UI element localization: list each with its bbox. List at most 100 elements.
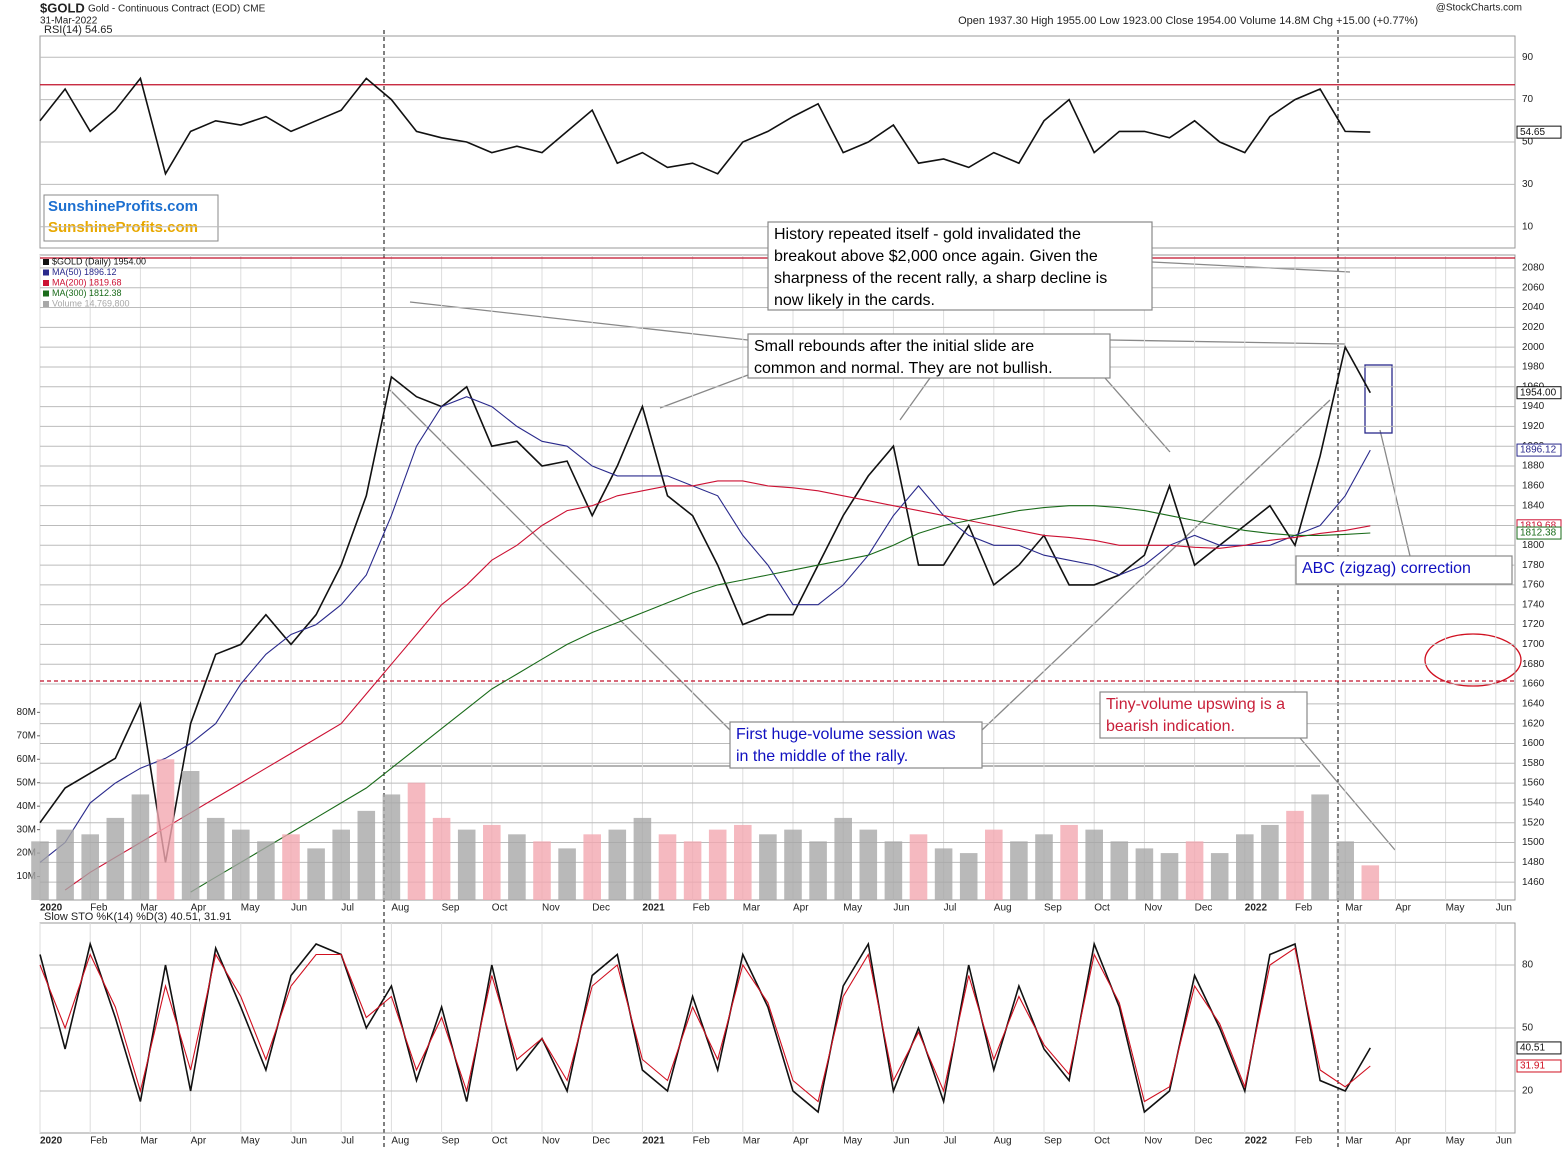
y-tick-label: 1520 [1522, 817, 1545, 828]
annotation-text: Tiny-volume upswing is a [1106, 696, 1285, 713]
x-tick-label: Mar [140, 903, 158, 914]
y-tick-label: 1680 [1522, 659, 1545, 670]
legend-swatch [43, 301, 49, 307]
panel-title: Slow STO %K(14) %D(3) 40.51, 31.91 [44, 911, 232, 923]
volume-bar [859, 829, 878, 900]
logo-box [43, 194, 219, 242]
value-tag-label: 1896.12 [1520, 445, 1557, 456]
y2-tick-label: 10M [17, 871, 36, 882]
legend-label: MA(50) 1896.12 [52, 267, 117, 277]
annotation-box [747, 333, 1111, 379]
y-tick-label: 1780 [1522, 560, 1545, 571]
volume-bar [734, 824, 752, 900]
volume-bar [1110, 841, 1129, 900]
x-tick-label: Mar [743, 903, 761, 914]
volume-bar [1210, 853, 1229, 900]
volume-bar [1010, 841, 1028, 900]
annotation-text: Small rebounds after the initial slide a… [754, 338, 1034, 355]
x-tick-label: Jul [944, 1136, 957, 1147]
volume-bar [1361, 865, 1380, 900]
x-tick-label: Feb [90, 903, 108, 914]
instrument-name: Gold - Continuous Contract (EOD) CME [88, 4, 266, 15]
x-tick-label: Apr [191, 903, 207, 914]
price-stats: Open 1937.30 High 1955.00 Low 1923.00 Cl… [958, 15, 1418, 27]
annotation-text: common and normal. They are not bullish. [754, 360, 1053, 377]
y-tick-label: 2060 [1522, 282, 1545, 293]
leader [1299, 737, 1396, 851]
x-tick-label: Oct [492, 1136, 508, 1147]
x-tick-label: May [843, 1136, 862, 1147]
value-tag-label: 31.91 [1520, 1061, 1545, 1072]
volume-bar [483, 824, 501, 900]
leader [1104, 377, 1171, 453]
volume-bar [934, 848, 953, 900]
logo-text: SunshineProfits.com [48, 219, 198, 236]
volume-bar [432, 817, 451, 900]
y2-tick-label: 40M [17, 801, 36, 812]
volume-bar [683, 841, 702, 900]
annotation: ABC (zigzag) correction [1295, 555, 1513, 585]
leader [409, 301, 749, 341]
x-tick-label: Dec [1195, 1136, 1213, 1147]
value-tag [1516, 443, 1562, 457]
legend-label: $GOLD (Daily) 1954.00 [52, 256, 146, 266]
x-tick-label: Aug [391, 903, 409, 914]
volume-bar [708, 829, 727, 900]
value-tag [1516, 1041, 1562, 1055]
volume-bar [1261, 824, 1279, 900]
y-tick-label: 1720 [1522, 619, 1545, 630]
value-tag-label: 1812.38 [1520, 528, 1557, 539]
volume-bar [658, 834, 677, 900]
x-tick-label: Mar [743, 1136, 761, 1147]
volume-bar [759, 834, 777, 900]
volume-bar [834, 817, 852, 900]
value-tag [1516, 526, 1562, 540]
series-line [39, 396, 1371, 863]
annotation-text: now likely in the cards. [774, 292, 935, 309]
volume-bar [1135, 848, 1154, 900]
value-tag [1516, 1059, 1562, 1073]
x-tick-label: Feb [693, 903, 711, 914]
volume-bar [608, 829, 627, 900]
x-tick-label: Jul [341, 1136, 354, 1147]
event-lines [383, 30, 1339, 1150]
x-tick-label: May [241, 1136, 260, 1147]
annotation-text: sharpness of the recent rally, a sharp d… [774, 270, 1107, 287]
annotation-text: breakout above $2,000 once again. Given … [774, 248, 1098, 265]
volume-bar [784, 829, 802, 900]
x-tick-label: Feb [1295, 1136, 1313, 1147]
x-tick-label: Jun [1496, 903, 1512, 914]
annotation-box [1099, 691, 1308, 739]
leader [1109, 339, 1346, 345]
annotation-text: First huge-volume session was [736, 726, 956, 743]
value-tag-label: 40.51 [1520, 1043, 1545, 1054]
volume-bar [1286, 810, 1304, 900]
leader [659, 374, 749, 409]
symbol: $GOLD [40, 0, 85, 15]
series-line [39, 947, 1371, 1103]
legend-swatch [43, 290, 49, 297]
annotation: History repeated itself - gold invalidat… [767, 221, 1153, 311]
annotation-text: in the middle of the rally. [736, 748, 908, 765]
leader [899, 377, 931, 421]
x-tick-label: Nov [1144, 903, 1162, 914]
x-tick-label: 2020 [40, 1136, 63, 1147]
x-tick-label: Apr [793, 903, 809, 914]
volume-bar [307, 848, 325, 900]
x-tick-label: Sep [1044, 1136, 1062, 1147]
legend-swatch [43, 259, 49, 265]
zigzag-box [1364, 364, 1393, 434]
y-tick-label: 1580 [1522, 758, 1545, 769]
x-tick-label: Apr [793, 1136, 809, 1147]
y-tick-label: 2040 [1522, 302, 1545, 313]
chart-date: 31-Mar-2022 [40, 16, 98, 27]
x-tick-label: Apr [1395, 1136, 1411, 1147]
annotation-box [767, 221, 1153, 311]
y-tick-label: 1840 [1522, 500, 1545, 511]
x-tick-label: Jun [893, 1136, 909, 1147]
y-tick-label: 2080 [1522, 263, 1545, 274]
y-tick-label: 1740 [1522, 599, 1545, 610]
y-tick-label: 1660 [1522, 679, 1545, 690]
y-tick-label: 1640 [1522, 698, 1545, 709]
